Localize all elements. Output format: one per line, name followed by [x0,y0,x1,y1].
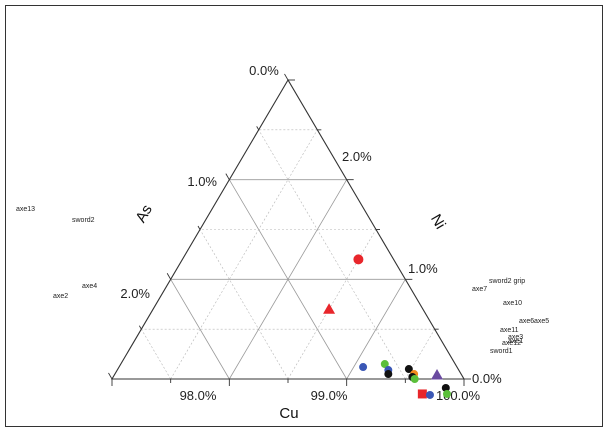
tick [166,273,172,280]
tick [138,325,142,330]
as-tick-2: 2.0% [120,286,150,301]
ni-axis-title: Ni [427,211,449,232]
ni-tick-1: 1.0% [408,261,438,276]
tick [108,372,113,380]
sample-label: axe6 [519,318,534,325]
data-point-circle [404,365,413,374]
cu-tick-98: 98.0% [180,388,217,403]
tick [197,225,201,230]
data-point-square [417,389,427,399]
grid-line [199,229,289,380]
tick-marks [108,73,471,386]
sample-label: axe3 [508,334,523,341]
sample-labels: axe13 sword2 axe4 axe2 sword2 grip axe7 … [16,206,549,355]
ni-tick-2: 2.0% [342,149,372,164]
data-point-circle [441,383,450,392]
data-point-circle [380,360,389,369]
data-point-circle [410,375,419,383]
tick [256,126,260,131]
sample-label: axe5 [534,318,549,325]
grid-line [346,279,406,380]
data-point-circle [442,389,451,398]
grid-line [258,129,406,380]
data-point-circle [353,254,364,265]
cu-axis-title: Cu [279,405,298,422]
tick [225,173,230,180]
sample-label: axe1 [508,338,523,345]
sample-label: sword2 [72,217,95,224]
data-point-triangle [431,369,444,380]
grid-line [141,329,171,380]
grid-line [170,129,318,380]
as-axis-title: As [132,202,155,226]
data-point-circle [425,390,434,399]
data-point-circle [384,370,393,379]
sample-label: axe7 [472,286,487,293]
data-point-triangle [323,303,336,314]
as-tick-1: 1.0% [187,174,217,189]
sample-label: axe12 [502,340,521,347]
sample-label: axe10 [503,300,522,307]
as-tick-0: 0.0% [249,63,279,78]
tick [284,73,289,81]
sample-label: axe2 [53,293,68,300]
grid-line [228,179,348,380]
sample-label: sword1 [490,348,513,355]
sample-label: axe13 [16,206,35,213]
sample-label: sword2 grip [489,278,525,285]
ni-tick-0: 0.0% [472,371,502,386]
chart-frame [5,5,603,427]
sample-label: axe4 [82,283,97,290]
data-point-circle [359,363,368,372]
sample-label: axe11 [500,327,519,334]
data-points [323,254,451,399]
cu-tick-99: 99.0% [311,388,348,403]
grid-line [287,229,377,380]
